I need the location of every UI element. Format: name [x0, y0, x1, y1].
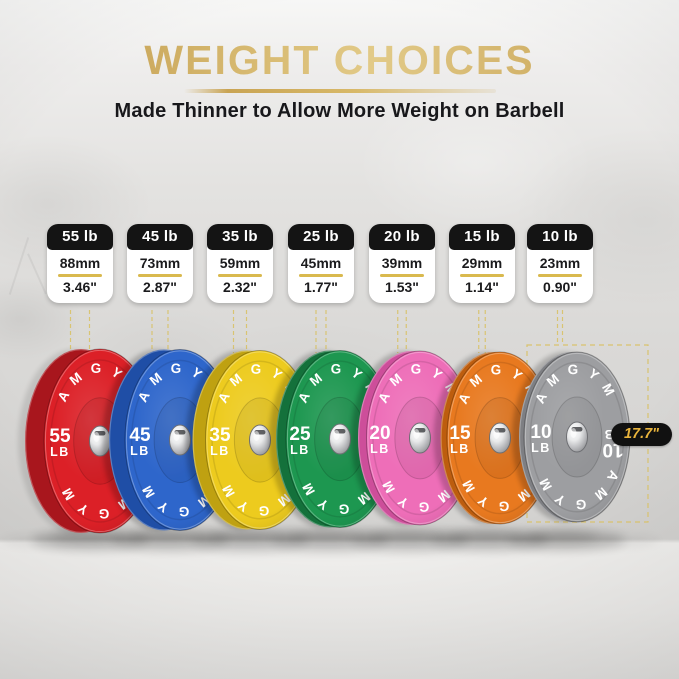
thickness-inches: 1.77": [304, 278, 338, 295]
plate-25lb: AMGYMAMGYM25LB: [269, 350, 395, 528]
plate-weight-unit: LB: [290, 443, 310, 457]
gold-divider-line: [58, 274, 102, 277]
thickness-mm: 88mm: [59, 255, 101, 271]
thickness-mm: 45mm: [300, 255, 342, 271]
plate-weight-unit: LB: [50, 445, 70, 459]
plate-hub: [409, 422, 431, 454]
plate-weight-unit: LB: [130, 444, 150, 458]
plate-weight-number: 15: [449, 423, 471, 444]
weight-card-header: 55 lb: [47, 224, 113, 250]
plate-weight-unit: LB: [210, 444, 230, 458]
page-subtitle: Made Thinner to Allow More Weight on Bar…: [114, 100, 565, 122]
weight-card-header: 10 lb: [527, 224, 593, 250]
gold-divider-line: [218, 274, 262, 277]
thickness-inches: 2.32": [223, 278, 257, 295]
plate-weight-unit: LB: [450, 442, 470, 456]
plate-weight-number: 45: [129, 425, 151, 446]
thickness-mm: 23mm: [539, 255, 581, 271]
weight-card-20lb: 20 lb 39mm 1.53": [369, 224, 435, 303]
plate-weight-number: 25: [289, 424, 311, 445]
weight-card-25lb: 25 lb 45mm 1.77": [288, 224, 354, 303]
plate-weight-unit: LB: [531, 441, 551, 455]
weight-card-55lb: 55 lb 88mm 3.46": [47, 224, 113, 303]
weight-card-15lb: 15 lb 29mm 1.14": [449, 224, 515, 303]
plate-10lb: AMGYMAMGYM10LB10LB: [512, 351, 631, 523]
gold-divider-line: [460, 274, 504, 277]
plate-hub: [329, 423, 351, 455]
thickness-inches: 0.90": [543, 278, 577, 295]
diameter-label: 17.7": [611, 423, 672, 446]
weight-card-header: 15 lb: [449, 224, 515, 250]
thickness-inches: 2.87": [143, 278, 177, 295]
thickness-mm: 29mm: [461, 255, 503, 271]
gold-divider-line: [138, 274, 182, 277]
gold-divider-line: [380, 274, 424, 277]
weight-card-35lb: 35 lb 59mm 2.32": [207, 224, 273, 303]
title-underline: [183, 89, 496, 93]
thickness-mm: 59mm: [219, 255, 261, 271]
weight-card-header: 20 lb: [369, 224, 435, 250]
thickness-inches: 3.46": [63, 278, 97, 295]
plate-weight-number: 55: [49, 426, 71, 447]
floor-shadows: [0, 528, 660, 554]
plate-hub: [566, 421, 588, 453]
thickness-mm: 39mm: [381, 255, 423, 271]
weight-card-header: 25 lb: [288, 224, 354, 250]
weight-card-45lb: 45 lb 73mm 2.87": [127, 224, 193, 303]
weight-card-header: 45 lb: [127, 224, 193, 250]
plate-weight-unit: LB: [370, 442, 390, 456]
gold-divider-line: [538, 274, 582, 277]
plate-hub: [489, 422, 511, 454]
bumper-plates: AMGYMAMGYM55LBAMGYMAMGYM45LBAMGYMAMGYM35…: [18, 348, 631, 534]
weight-card-header: 35 lb: [207, 224, 273, 250]
plate-weight-number: 10: [530, 422, 551, 443]
weight-card-10lb: 10 lb 23mm 0.90": [527, 224, 593, 303]
thickness-inches: 1.14": [465, 278, 499, 295]
gold-divider-line: [299, 274, 343, 277]
plate-weight-number: 35: [209, 425, 231, 446]
plate-weight-number: 20: [369, 423, 390, 444]
thickness-mm: 73mm: [139, 255, 181, 271]
thickness-inches: 1.53": [385, 278, 419, 295]
plate-hub: [249, 424, 271, 456]
page-title: WEIGHT CHOICES: [0, 40, 679, 81]
